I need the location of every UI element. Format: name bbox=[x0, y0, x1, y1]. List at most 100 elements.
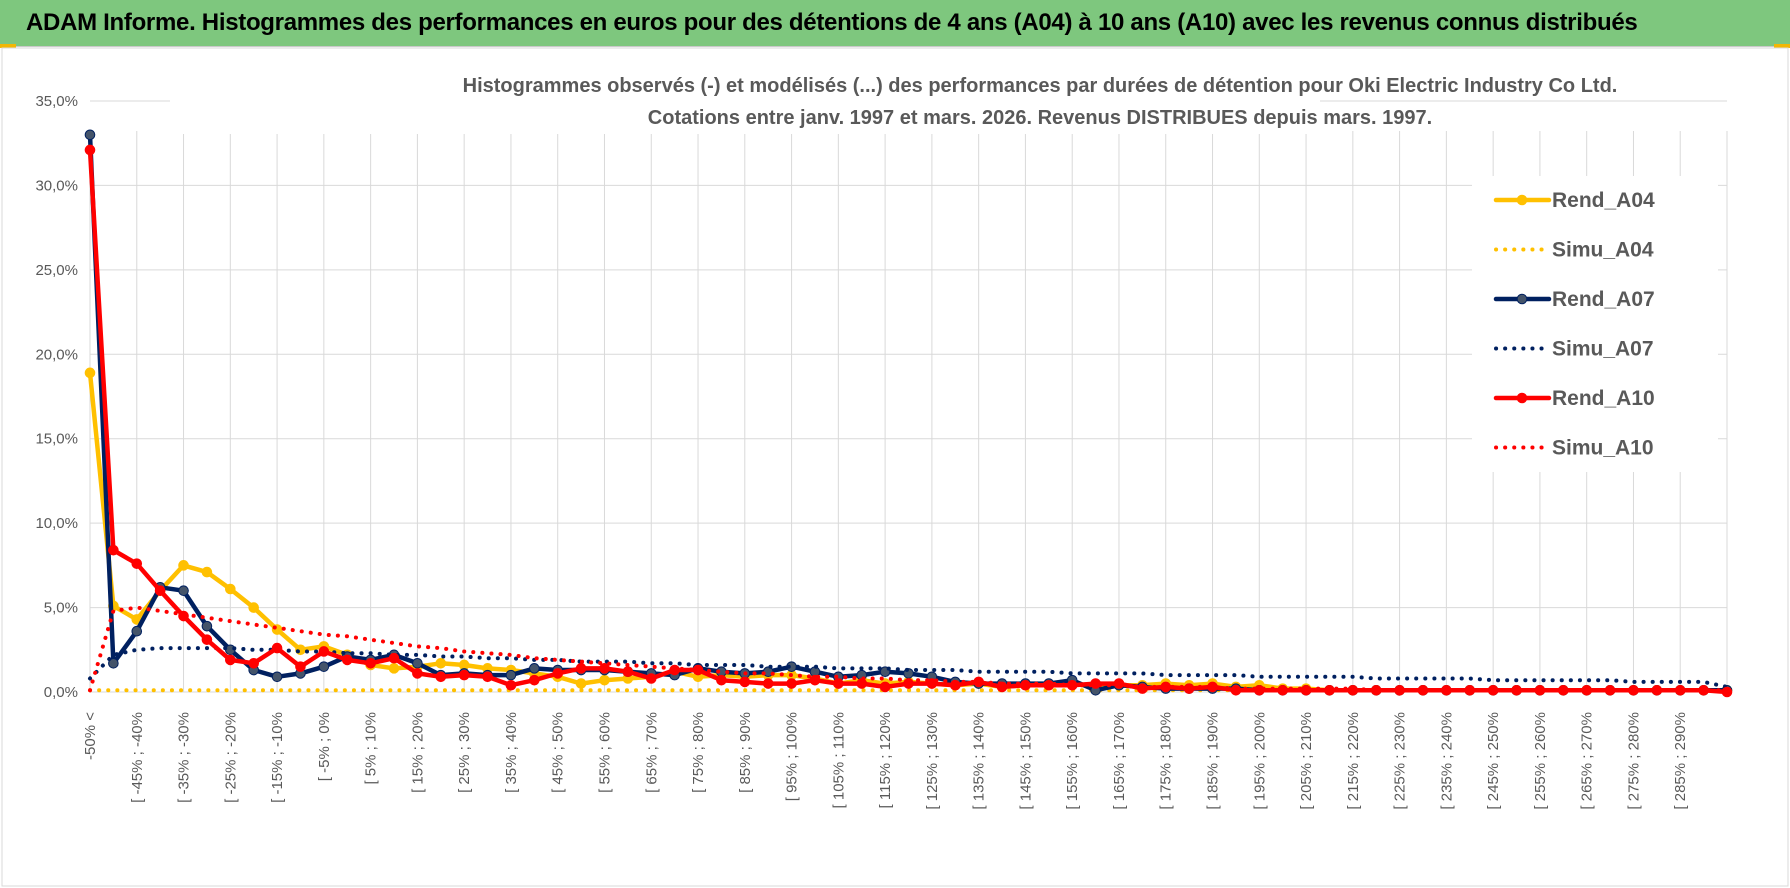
data-point bbox=[1487, 685, 1499, 696]
data-point bbox=[1020, 679, 1031, 691]
data-point bbox=[388, 652, 400, 664]
data-point bbox=[108, 544, 119, 556]
data-point bbox=[762, 678, 774, 689]
data-point bbox=[154, 585, 166, 596]
data-point bbox=[435, 671, 447, 683]
x-tick-label: [ 285% ; 290% bbox=[1672, 712, 1689, 810]
legend-background bbox=[1472, 176, 1718, 472]
title-background bbox=[170, 68, 1320, 134]
legend-label: Simu_A04 bbox=[1552, 239, 1654, 262]
data-point bbox=[529, 674, 540, 686]
legend-marker bbox=[1516, 392, 1528, 404]
data-point bbox=[412, 657, 423, 669]
data-point bbox=[84, 144, 96, 156]
x-tick-label: [ 235% ; 240% bbox=[1438, 712, 1455, 810]
data-point bbox=[786, 678, 797, 689]
x-tick-label: [ 195% ; 200% bbox=[1251, 712, 1268, 810]
data-point bbox=[1160, 681, 1172, 693]
x-tick-label: [ 55% ; 60% bbox=[596, 712, 613, 793]
legend-label: Simu_A10 bbox=[1552, 437, 1654, 460]
x-tick-label: [ 125% ; 130% bbox=[924, 712, 941, 810]
x-tick-label: [ -45% ; -40% bbox=[129, 712, 146, 803]
x-tick-label: [ 185% ; 190% bbox=[1205, 712, 1222, 810]
data-point bbox=[739, 676, 751, 688]
x-tick-label: [ 225% ; 230% bbox=[1392, 712, 1409, 810]
data-point bbox=[248, 602, 259, 613]
x-tick-label: [ 175% ; 180% bbox=[1158, 712, 1175, 810]
series-line-simu-a10 bbox=[88, 605, 1729, 693]
legend: Rend_A04 Simu_A04 Rend_A07 Simu_A07 Rend_A10… bbox=[1472, 176, 1718, 472]
data-point bbox=[1721, 686, 1733, 698]
y-tick-label: 5,0% bbox=[44, 600, 78, 617]
x-tick-label: [ 65% ; 70% bbox=[643, 712, 660, 793]
data-point bbox=[482, 671, 493, 683]
chart-title-line: Histogrammes observés (-) et modélisés (… bbox=[463, 75, 1618, 97]
data-point bbox=[1347, 685, 1359, 696]
x-tick-label: [ 205% ; 210% bbox=[1298, 712, 1315, 810]
data-point bbox=[225, 654, 236, 666]
legend-marker bbox=[1516, 194, 1528, 206]
x-tick-label: [ 5% ; 10% bbox=[363, 712, 380, 785]
data-point bbox=[388, 663, 400, 674]
legend-marker bbox=[1516, 293, 1528, 305]
data-point bbox=[505, 679, 517, 691]
x-tick-label: [ 105% ; 110% bbox=[830, 712, 847, 808]
x-tick-label: [ 245% ; 250% bbox=[1485, 712, 1502, 810]
chart-area-border bbox=[1, 47, 1789, 887]
legend-label: Rend_A10 bbox=[1552, 387, 1655, 410]
y-tick-label: 25,0% bbox=[35, 262, 78, 279]
data-point bbox=[599, 663, 610, 674]
legend-label: Rend_A07 bbox=[1552, 288, 1655, 311]
data-point bbox=[84, 367, 96, 379]
x-tick-label: [ -35% ; -30% bbox=[176, 712, 193, 803]
y-tick-label: 35,0% bbox=[35, 93, 78, 110]
data-point bbox=[295, 661, 306, 672]
data-point bbox=[505, 669, 517, 681]
chart-title: Histogrammes observés (-) et modélisés (… bbox=[170, 68, 1617, 134]
data-point bbox=[833, 678, 844, 689]
data-point bbox=[201, 566, 213, 578]
y-tick-label: 0,0% bbox=[44, 684, 78, 701]
corner-accent-left bbox=[0, 44, 16, 48]
data-point bbox=[856, 678, 868, 689]
data-point bbox=[716, 674, 727, 686]
data-point bbox=[622, 666, 634, 678]
data-point bbox=[131, 625, 143, 637]
x-tick-label: [ -25% ; -20% bbox=[222, 712, 239, 803]
x-tick-label: [ 135% ; 140% bbox=[971, 712, 988, 810]
x-tick-label: [ 115% ; 120% bbox=[877, 712, 894, 808]
series-group bbox=[84, 129, 1733, 698]
data-point bbox=[108, 657, 119, 669]
corner-accent-right bbox=[1774, 44, 1790, 48]
data-point bbox=[412, 668, 423, 679]
x-tick-label: -50% < bbox=[82, 712, 99, 760]
axes: 0,0% 5,0% 10,0% 15,0% 20,0% 25,0% 30,0% 35,0% -5… bbox=[35, 93, 1689, 810]
data-point bbox=[271, 642, 283, 654]
data-point bbox=[225, 583, 236, 595]
x-tick-label: [ 75% ; 80% bbox=[690, 712, 707, 793]
data-point bbox=[318, 661, 330, 672]
y-tick-label: 10,0% bbox=[35, 515, 78, 532]
x-tick-label: [ 25% ; 30% bbox=[456, 712, 473, 793]
x-tick-label: [ 95% ; 100% bbox=[784, 712, 801, 801]
data-point bbox=[131, 558, 143, 569]
legend-label: Rend_A04 bbox=[1552, 189, 1655, 212]
data-point bbox=[1183, 683, 1195, 694]
x-tick-label: [ -15% ; -10% bbox=[269, 712, 286, 803]
data-point bbox=[318, 646, 330, 657]
x-tick-label: [ 165% ; 170% bbox=[1111, 712, 1128, 810]
x-tick-label: [ 45% ; 50% bbox=[550, 712, 567, 793]
chart-title-line: Cotations entre janv. 1997 et mars. 2026… bbox=[648, 107, 1432, 129]
y-tick-label: 30,0% bbox=[35, 177, 78, 194]
x-tick-label: [ 15% ; 20% bbox=[409, 712, 426, 793]
data-point bbox=[201, 620, 213, 632]
data-point bbox=[271, 671, 283, 683]
data-point bbox=[645, 673, 657, 684]
banner-title: ADAM Informe. Histogrammes des performan… bbox=[26, 9, 1638, 36]
y-tick-label: 20,0% bbox=[35, 346, 78, 363]
x-tick-label: [ 35% ; 40% bbox=[503, 712, 520, 793]
data-point bbox=[458, 669, 470, 681]
banner: ADAM Informe. Histogrammes des performan… bbox=[0, 0, 1790, 47]
x-tick-label: [ 145% ; 150% bbox=[1017, 712, 1034, 810]
data-point bbox=[575, 663, 587, 674]
